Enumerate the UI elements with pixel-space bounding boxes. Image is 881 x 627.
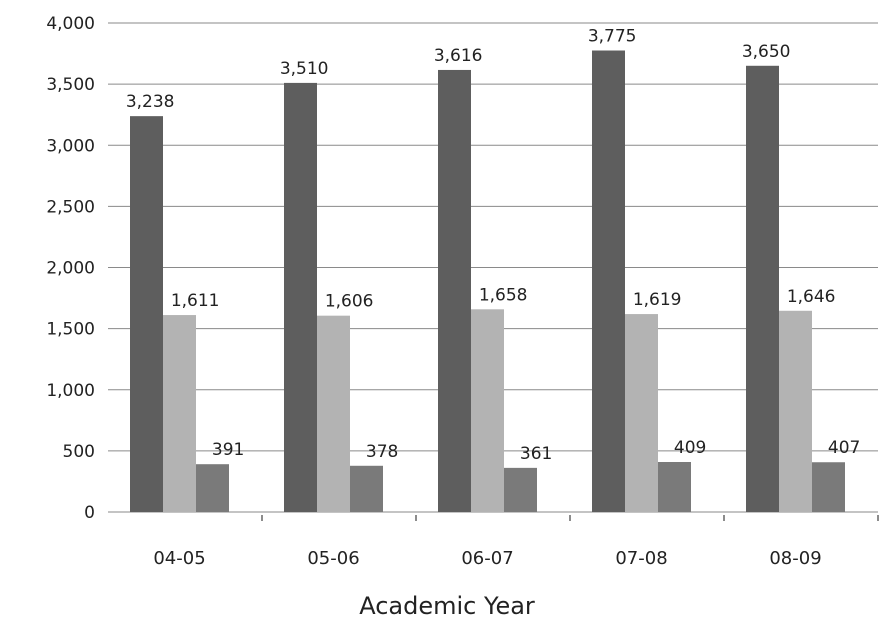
data-label: 3,616 xyxy=(434,46,483,66)
bar xyxy=(625,314,658,512)
bar xyxy=(317,315,350,512)
bar xyxy=(592,50,625,512)
y-tick-label: 3,000 xyxy=(46,136,95,156)
bar xyxy=(196,464,229,512)
y-tick-label: 500 xyxy=(63,442,95,462)
data-label: 391 xyxy=(212,440,244,460)
bar xyxy=(658,461,691,512)
data-label: 1,606 xyxy=(325,292,374,312)
data-label: 407 xyxy=(828,438,860,458)
data-labels: 3,238 1,611 391 3,510 1,606 378 3,616 1,658 361 3… xyxy=(126,27,861,464)
y-tick-label: 4,000 xyxy=(46,14,95,34)
bar xyxy=(284,82,317,512)
bar xyxy=(163,315,196,512)
bar xyxy=(471,309,504,512)
y-tick-label: 3,500 xyxy=(46,75,95,95)
y-tick-label: 0 xyxy=(84,503,95,523)
bar xyxy=(812,462,845,512)
x-tick-label: 04-05 xyxy=(153,548,205,569)
data-label: 1,646 xyxy=(787,287,836,307)
x-tick-label: 07-08 xyxy=(615,548,667,569)
data-label: 3,238 xyxy=(126,92,175,112)
y-tick-label: 2,000 xyxy=(46,259,95,279)
bar xyxy=(438,69,471,512)
y-tick-label: 2,500 xyxy=(46,197,95,217)
data-label: 1,611 xyxy=(171,291,220,311)
data-label: 361 xyxy=(520,444,552,464)
x-tick-label: 08-09 xyxy=(769,548,821,569)
data-label: 3,775 xyxy=(588,27,637,47)
data-label: 378 xyxy=(366,442,398,462)
data-label: 3,510 xyxy=(280,59,329,79)
bar xyxy=(350,465,383,512)
y-axis-tick-labels: 0 500 1,000 1,500 2,000 2,500 3,000 3,500 4,000 xyxy=(46,14,95,523)
x-axis-tick-labels: 04-05 05-06 06-07 07-08 08-09 xyxy=(153,548,821,569)
data-label: 1,658 xyxy=(479,285,528,305)
data-label: 409 xyxy=(674,438,706,458)
data-label: 3,650 xyxy=(742,42,791,62)
bars xyxy=(130,50,845,512)
bar xyxy=(779,310,812,512)
x-axis-title: Academic Year xyxy=(359,592,535,620)
x-tick-label: 05-06 xyxy=(307,548,359,569)
data-label: 1,619 xyxy=(633,290,682,310)
y-tick-label: 1,500 xyxy=(46,320,95,340)
x-tick-label: 06-07 xyxy=(461,548,513,569)
bar xyxy=(130,116,163,512)
bar xyxy=(504,467,537,512)
bar xyxy=(746,65,779,512)
y-tick-label: 1,000 xyxy=(46,381,95,401)
